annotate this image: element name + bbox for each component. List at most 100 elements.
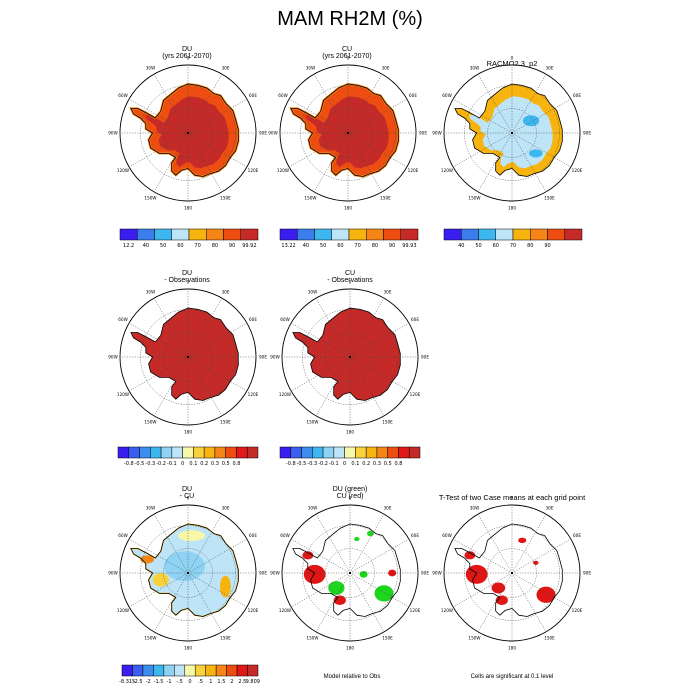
colorbar-tick-label: 50 (320, 243, 326, 249)
meridian-line (477, 572, 513, 633)
colorbar-tick-label: 90 (544, 243, 550, 249)
panel-title-line: DU (181, 46, 193, 53)
longitude-label: 0 (347, 56, 350, 61)
colorbar-swatch (461, 228, 479, 241)
colorbar-tick-label: -1 (167, 679, 172, 685)
polar-map-racmo: 0 30E 60E 90E 120E 150E 180 150W 120W 90W 60W 30W (432, 56, 591, 211)
panel-title-line: (yrs 2061-2070) (162, 53, 212, 60)
longitude-label: 120W (279, 608, 291, 613)
colorbar-swatch (214, 446, 226, 459)
meridian-line (452, 538, 513, 574)
meridian-line (187, 572, 223, 633)
coastline (454, 83, 563, 177)
colorbar-swatch (215, 664, 227, 677)
colorbar-tick-label: 9.809 (246, 679, 260, 685)
colorbar-tick-label: -2.5 (133, 679, 143, 685)
colorbar-swatch (154, 228, 172, 241)
panel-title-line: DU (181, 486, 193, 493)
graticule: 0 30E 60E 90E 120E 150E 180 150W 120W 90W 60W 30W (432, 496, 591, 651)
graticule: 0 30E 60E 90E 120E 150E 180 150W 120W 90W 60W 30W (108, 280, 267, 435)
pole-marker (511, 572, 513, 574)
meridian-line (128, 132, 189, 168)
colorbar-swatch (128, 446, 140, 459)
colorbar-swatch (547, 228, 565, 241)
meridian-line (511, 572, 572, 608)
longitude-label: 60E (573, 533, 581, 538)
colorbar-tick-label: -0.1 (167, 461, 177, 467)
panel-title-line: - Observations (164, 277, 210, 284)
colorbar-swatch (348, 228, 367, 241)
meridian-line (347, 73, 383, 134)
longitude-label: 0 (187, 56, 190, 61)
land-field (292, 523, 401, 617)
longitude-label: 150E (544, 196, 555, 201)
colorbar-tick-label: 99.92 (242, 243, 256, 249)
colorbar-du_obs: -0.8 -0.5 -0.3 -0.2 -0.1 0 0.1 0.2 0.3 0.5 0.8 (117, 446, 259, 467)
panel-title-du: DU (yrs 2061-2070) (107, 46, 267, 60)
meridian-line (315, 513, 351, 574)
colorbar-tick-label: 40 (143, 243, 149, 249)
panel-title-sig-obs: DU (green) CU (red) (270, 486, 430, 500)
colorbar-swatch (376, 446, 388, 459)
significance-cells (303, 564, 326, 584)
longitude-label: 30E (222, 506, 230, 511)
meridian-line (153, 297, 189, 358)
polar-map-du_cu: 0 30E 60E 90E 120E 150E 180 150W 120W 90W 60W 30W (108, 496, 267, 651)
colorbar-swatch (331, 228, 350, 241)
longitude-label: 30E (222, 66, 230, 71)
colorbar-tick-label: 80 (372, 243, 378, 249)
colorbar-swatch (132, 664, 144, 677)
colorbar-swatch (355, 446, 367, 459)
land-fill (130, 308, 239, 401)
colorbar-swatch (153, 664, 165, 677)
polar-map-ttest: 0 30E 60E 90E 120E 150E 180 150W 120W 90W 60W 30W (432, 496, 591, 651)
longitude-label: 150W (306, 636, 318, 641)
meridian-line (187, 132, 248, 168)
colorbar-swatch (240, 228, 259, 241)
polar-map-du: 0 30E 60E 90E 120E 150E 180 150W 120W 90W 60W 30W (108, 56, 267, 211)
colorbar-tick-label: 70 (354, 243, 360, 249)
longitude-label: 120W (117, 608, 129, 613)
meridian-line (511, 572, 547, 633)
pole-marker (349, 572, 351, 574)
significance-cells (302, 551, 314, 560)
coastline (130, 83, 239, 177)
colorbar-tick-label: 2 (230, 679, 233, 685)
colorbar-tick-label: 0.5 (222, 461, 230, 467)
colorbar-swatch (297, 228, 315, 241)
significance-cells (367, 530, 374, 537)
colorbar-swatch (182, 446, 194, 459)
longitude-label: 150W (468, 636, 480, 641)
longitude-label: 0 (187, 280, 190, 285)
coastline (292, 307, 401, 401)
meridian-line (153, 132, 189, 193)
longitude-label: 60E (411, 317, 419, 322)
land-field (289, 82, 400, 178)
longitude-label: 150E (220, 196, 231, 201)
longitude-label: 60W (442, 533, 451, 538)
longitude-label: 90W (270, 571, 279, 576)
land-fill (292, 308, 401, 401)
longitude-label: 30W (146, 506, 155, 511)
meridian-line (290, 322, 351, 358)
longitude-label: 30W (146, 66, 155, 71)
longitude-label: 60W (280, 317, 289, 322)
colorbar-tick-label: 0.2 (362, 461, 370, 467)
significance-cells (536, 586, 556, 603)
colorbar-swatch (194, 664, 206, 677)
meridian-line (349, 572, 385, 633)
longitude-label: 60E (249, 93, 257, 98)
colorbar-swatch (205, 664, 217, 677)
diff-patch (219, 575, 231, 598)
longitude-label: 120W (117, 168, 129, 173)
meridian-line (452, 572, 513, 608)
panel-title-line: CU (341, 46, 353, 53)
longitude-label: 120W (441, 168, 453, 173)
longitude-label: 60W (118, 317, 127, 322)
land-field (454, 83, 563, 177)
significance-cells (491, 582, 506, 594)
colorbar-tick-label: 40 (303, 243, 309, 249)
significance-cells (533, 560, 539, 565)
pole-marker (187, 572, 189, 574)
meridian-line (452, 132, 513, 168)
